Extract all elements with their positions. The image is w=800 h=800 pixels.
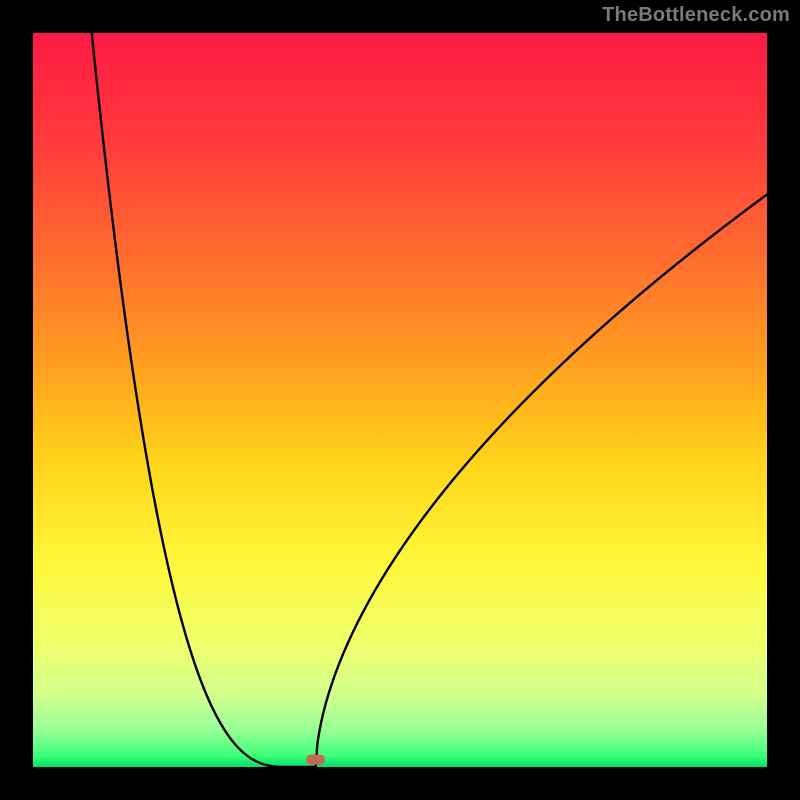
watermark-text: TheBottleneck.com: [602, 4, 790, 27]
optimum-marker: [306, 755, 325, 765]
chart-plot-area: [33, 33, 767, 767]
bottleneck-chart: [0, 0, 800, 800]
